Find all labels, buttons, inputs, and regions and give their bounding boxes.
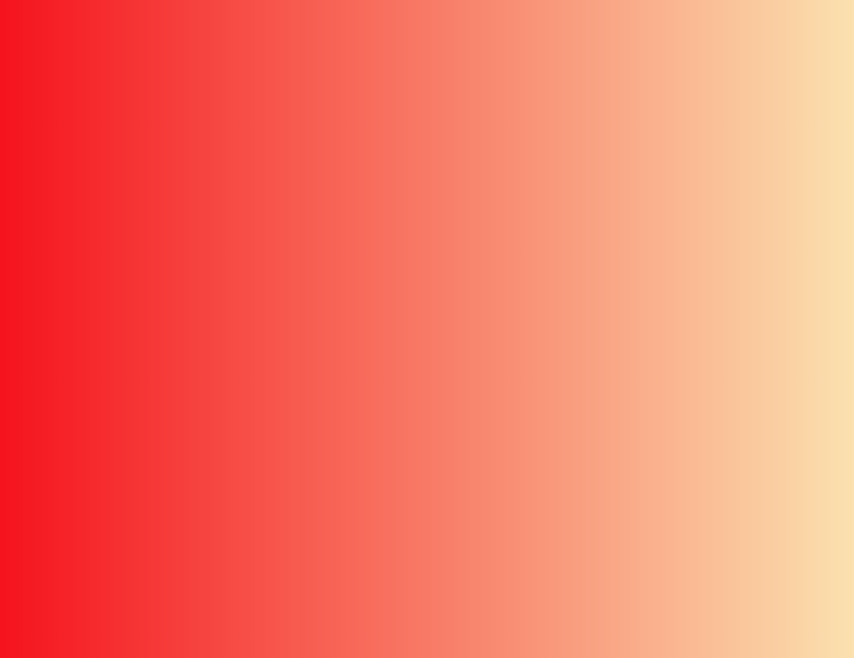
gradient-background xyxy=(0,0,854,658)
